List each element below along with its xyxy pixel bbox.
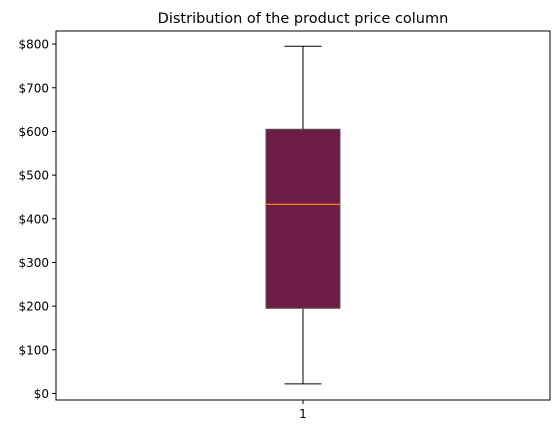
- y-axis: $0 $100 $200 $300 $400 $500 $600 $700 $800: [18, 38, 56, 401]
- box-series: [265, 45, 341, 385]
- y-tick-label: $300: [18, 256, 49, 270]
- x-axis: 1: [299, 400, 307, 421]
- y-tick-label: $100: [18, 343, 49, 357]
- y-tick-label: $200: [18, 300, 49, 314]
- y-tick-label: $500: [18, 169, 49, 183]
- y-tick-label: $800: [18, 38, 49, 52]
- chart-title: Distribution of the product price column: [158, 11, 449, 27]
- iqr-box: [265, 128, 341, 309]
- y-tick-label: $400: [18, 212, 49, 226]
- x-tick-label: 1: [299, 407, 307, 421]
- box-group: [265, 45, 341, 385]
- y-tick-label: $700: [18, 81, 49, 95]
- y-tick-label: $0: [34, 387, 49, 401]
- y-tick-label: $600: [18, 125, 49, 139]
